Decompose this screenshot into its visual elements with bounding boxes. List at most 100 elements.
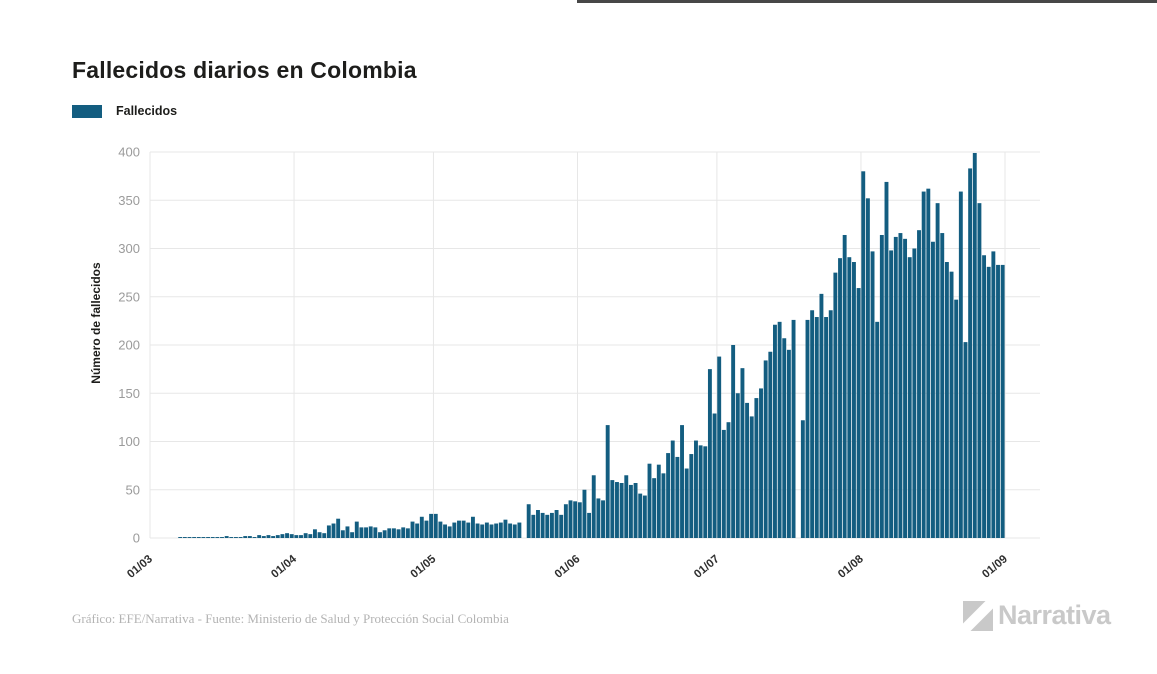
ytick-label-400: 400: [118, 145, 140, 160]
bar-day-85: [540, 512, 545, 538]
bar-day-137: [782, 338, 787, 538]
bar-day-76: [498, 522, 503, 538]
bar-day-9: [187, 537, 192, 538]
bar-day-99: [605, 425, 610, 539]
bar-day-19: [233, 537, 238, 538]
ytick-label-200: 200: [118, 338, 140, 353]
bar-day-144: [814, 317, 819, 538]
bar-day-148: [833, 272, 838, 539]
bar-day-22: [247, 536, 252, 538]
bar-day-113: [670, 440, 675, 538]
y-axis-title: Número de fallecidos: [89, 262, 103, 384]
bar-day-61: [429, 513, 434, 539]
bar-day-69: [466, 522, 471, 538]
bar-day-173: [949, 271, 954, 538]
bar-day-32: [294, 535, 299, 539]
xtick-label-01/08: 01/08: [836, 553, 866, 581]
bar-day-10: [192, 537, 197, 538]
bar-day-18: [229, 537, 234, 538]
bar-day-106: [638, 493, 643, 538]
bar-day-168: [926, 188, 931, 539]
legend-swatch: [72, 104, 102, 118]
bar-day-161: [893, 236, 898, 539]
bar-day-58: [415, 523, 420, 538]
bar-day-47: [364, 527, 368, 538]
bar-day-78: [508, 523, 513, 538]
legend-label: Fallecidos: [116, 104, 178, 118]
bar-day-67: [457, 520, 461, 538]
bar-day-94: [582, 489, 587, 538]
bar-day-134: [768, 351, 773, 538]
bar-day-183: [996, 264, 1000, 538]
bar-day-44: [350, 532, 355, 538]
bar-day-175: [958, 191, 963, 538]
bar-day-110: [656, 464, 661, 538]
bar-day-155: [865, 198, 870, 538]
bar-day-65: [447, 526, 452, 538]
chart-legend: Fallecidos: [72, 104, 177, 118]
ytick-label-250: 250: [118, 289, 140, 304]
bar-day-73: [484, 522, 489, 538]
bar-day-169: [931, 241, 935, 538]
bar-day-115: [680, 425, 684, 539]
bar-day-91: [568, 500, 573, 538]
bar-day-171: [940, 233, 945, 538]
bar-day-72: [480, 524, 485, 538]
bar-day-31: [289, 534, 294, 538]
bar-day-79: [512, 524, 517, 538]
bar-day-179: [977, 203, 982, 538]
bar-day-141: [800, 420, 805, 538]
bar-day-131: [754, 398, 759, 538]
bar-day-184: [1000, 264, 1005, 538]
bar-day-128: [740, 368, 745, 538]
bar-day-159: [884, 181, 889, 539]
bar-day-7: [178, 537, 183, 538]
bar-day-36: [312, 529, 317, 538]
bar-day-160: [889, 250, 894, 538]
bar-day-125: [726, 422, 731, 538]
bar-day-8: [182, 537, 187, 538]
bar-day-75: [494, 523, 499, 538]
bar-day-53: [391, 528, 396, 538]
bar-day-143: [810, 310, 815, 538]
bar-day-154: [861, 171, 866, 539]
bar-day-82: [526, 504, 531, 538]
xtick-label-01/03: 01/03: [125, 553, 155, 581]
bar-day-13: [206, 537, 211, 538]
bar-day-103: [624, 475, 629, 538]
bar-day-130: [749, 416, 754, 538]
bar-day-109: [652, 478, 657, 538]
bar-day-133: [763, 360, 768, 538]
bar-day-176: [963, 342, 968, 538]
bar-day-163: [903, 238, 908, 538]
narrativa-logo-mark: [963, 600, 993, 631]
bar-day-33: [299, 535, 303, 539]
bar-day-146: [824, 317, 829, 538]
bar-day-105: [633, 483, 638, 538]
bar-day-165: [912, 248, 917, 538]
bar-day-37: [317, 532, 322, 538]
bar-day-16: [220, 537, 224, 538]
bar-day-120: [703, 446, 708, 538]
bar-day-132: [759, 388, 763, 538]
ytick-label-350: 350: [118, 193, 140, 208]
narrativa-logo: Narrativa: [963, 600, 1111, 631]
bar-day-118: [694, 440, 698, 538]
bar-day-84: [536, 510, 540, 538]
bar-day-177: [968, 168, 973, 538]
bar-day-182: [991, 251, 996, 538]
bar-day-86: [545, 514, 550, 538]
bar-day-97: [596, 498, 601, 538]
ytick-label-150: 150: [118, 386, 140, 401]
bar-day-119: [698, 445, 703, 538]
bar-day-178: [972, 152, 977, 538]
bar-day-127: [735, 393, 740, 538]
bar-day-71: [475, 523, 480, 538]
screenshot-edge-artifact: [577, 0, 1157, 3]
bar-day-166: [917, 230, 921, 539]
bar-day-15: [215, 537, 220, 538]
bar-day-30: [285, 533, 290, 539]
bar-day-43: [345, 526, 350, 538]
bar-day-129: [745, 402, 750, 538]
bar-day-51: [382, 530, 387, 538]
